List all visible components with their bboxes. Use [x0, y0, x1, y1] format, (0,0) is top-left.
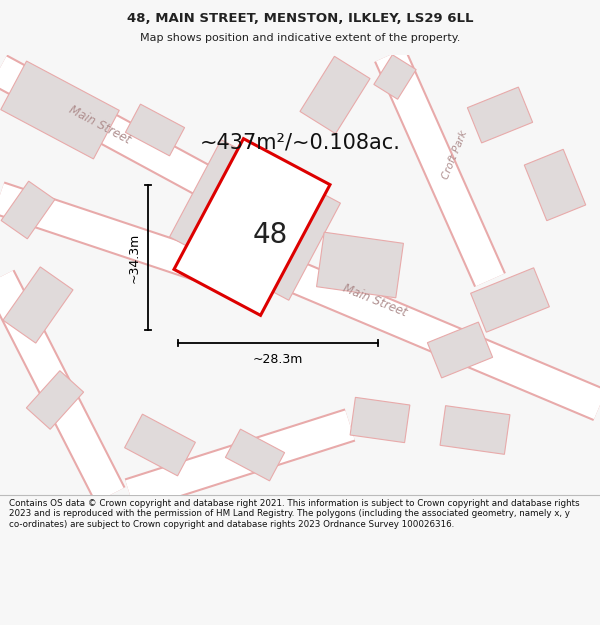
- Text: ~437m²/~0.108ac.: ~437m²/~0.108ac.: [200, 133, 400, 153]
- Text: ~34.3m: ~34.3m: [128, 232, 141, 282]
- Polygon shape: [1, 61, 119, 159]
- Text: ~28.3m: ~28.3m: [253, 353, 303, 366]
- Polygon shape: [26, 371, 83, 429]
- Polygon shape: [470, 268, 550, 332]
- Polygon shape: [374, 55, 416, 99]
- Text: Contains OS data © Crown copyright and database right 2021. This information is : Contains OS data © Crown copyright and d…: [9, 499, 580, 529]
- Polygon shape: [350, 398, 410, 442]
- Polygon shape: [1, 181, 55, 239]
- Polygon shape: [467, 87, 533, 143]
- Polygon shape: [427, 322, 493, 378]
- Polygon shape: [125, 104, 185, 156]
- Text: 48, MAIN STREET, MENSTON, ILKLEY, LS29 6LL: 48, MAIN STREET, MENSTON, ILKLEY, LS29 6…: [127, 12, 473, 25]
- Polygon shape: [524, 149, 586, 221]
- Text: Croft Park: Croft Park: [440, 129, 469, 181]
- Polygon shape: [125, 414, 196, 476]
- Text: Map shows position and indicative extent of the property.: Map shows position and indicative extent…: [140, 33, 460, 43]
- Text: Main Street: Main Street: [341, 281, 409, 319]
- Polygon shape: [440, 406, 510, 454]
- Text: 48: 48: [253, 221, 287, 249]
- Polygon shape: [300, 56, 370, 134]
- Polygon shape: [174, 139, 330, 316]
- Polygon shape: [226, 429, 284, 481]
- Polygon shape: [3, 267, 73, 343]
- Polygon shape: [317, 232, 403, 298]
- Polygon shape: [170, 140, 340, 300]
- Text: Main Street: Main Street: [67, 103, 133, 147]
